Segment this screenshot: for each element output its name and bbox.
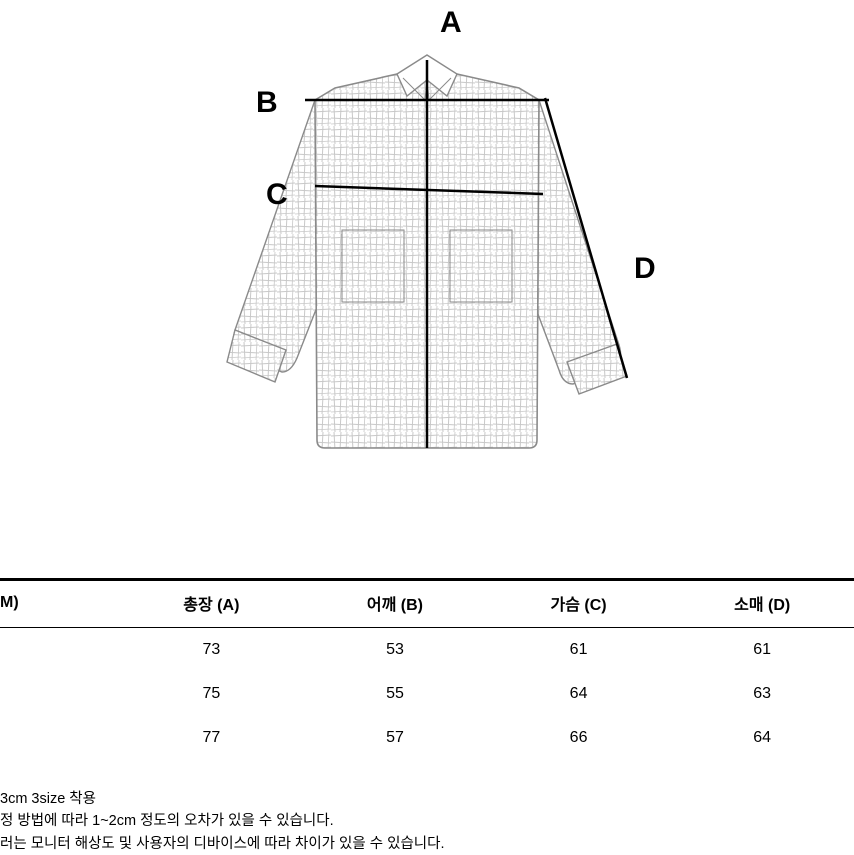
cell-b: 53 — [303, 628, 487, 673]
cell-size — [0, 628, 120, 673]
col-shoulder: 어깨 (B) — [303, 580, 487, 628]
size-table-area: M) 총장 (A) 어깨 (B) 가슴 (C) 소매 (D) 73 53 61 … — [0, 578, 854, 760]
cell-d: 63 — [670, 672, 854, 716]
size-table: M) 총장 (A) 어깨 (B) 가슴 (C) 소매 (D) 73 53 61 … — [0, 578, 854, 760]
cell-a: 75 — [120, 672, 304, 716]
note-line: 3cm 3size 착용 — [0, 788, 445, 810]
cell-size — [0, 716, 120, 760]
cell-a: 73 — [120, 628, 304, 673]
cell-c: 61 — [487, 628, 671, 673]
shirt-svg — [187, 0, 667, 500]
cell-b: 57 — [303, 716, 487, 760]
label-d: D — [634, 252, 656, 286]
table-row: 75 55 64 63 — [0, 672, 854, 716]
note-line: 정 방법에 따라 1~2cm 정도의 오차가 있을 수 있습니다. — [0, 810, 445, 832]
note-line: 러는 모니터 해상도 및 사용자의 디바이스에 따라 차이가 있을 수 있습니다… — [0, 833, 445, 855]
notes: 3cm 3size 착용 정 방법에 따라 1~2cm 정도의 오차가 있을 수… — [0, 788, 445, 855]
measurement-diagram: A B C D — [0, 0, 854, 520]
cell-d: 64 — [670, 716, 854, 760]
col-length: 총장 (A) — [120, 580, 304, 628]
col-sleeve: 소매 (D) — [670, 580, 854, 628]
cell-a: 77 — [120, 716, 304, 760]
cell-b: 55 — [303, 672, 487, 716]
table-header-row: M) 총장 (A) 어깨 (B) 가슴 (C) 소매 (D) — [0, 580, 854, 628]
cell-c: 66 — [487, 716, 671, 760]
table-row: 77 57 66 64 — [0, 716, 854, 760]
label-a: A — [440, 6, 462, 40]
label-b: B — [256, 86, 278, 120]
label-c: C — [266, 178, 288, 212]
cell-size — [0, 672, 120, 716]
cell-c: 64 — [487, 672, 671, 716]
col-unit: M) — [0, 580, 120, 628]
cell-d: 61 — [670, 628, 854, 673]
col-chest: 가슴 (C) — [487, 580, 671, 628]
table-row: 73 53 61 61 — [0, 628, 854, 673]
